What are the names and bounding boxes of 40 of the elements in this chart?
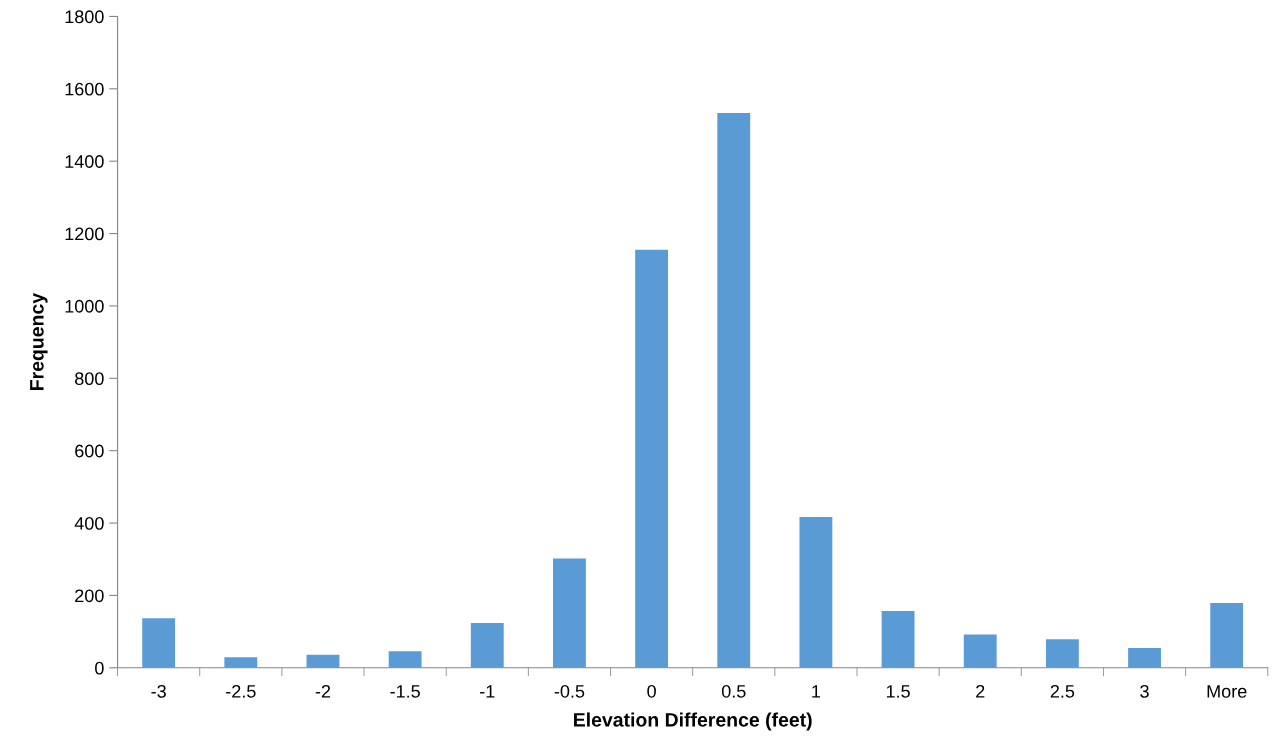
y-tick-label: 400 xyxy=(74,517,104,530)
bar xyxy=(142,618,176,668)
y-tick-label: 1600 xyxy=(65,82,104,96)
y-tick-label: 1800 xyxy=(65,10,104,24)
y-tick-label: 1000 xyxy=(65,299,104,313)
bar xyxy=(470,622,504,668)
bar xyxy=(1045,639,1079,668)
bar xyxy=(1210,603,1244,668)
bar xyxy=(635,249,669,668)
y-tick-label: 200 xyxy=(75,589,104,603)
x-tick-label: -0.5 xyxy=(554,684,585,698)
bar xyxy=(799,516,833,668)
x-tick-label: -2.5 xyxy=(226,684,256,698)
bar xyxy=(388,651,422,668)
x-tick-label: -3 xyxy=(151,684,166,698)
bar xyxy=(553,558,586,668)
x-tick-label: More xyxy=(1207,685,1247,698)
x-tick-label: 2.5 xyxy=(1050,684,1075,698)
x-tick-label: -1.5 xyxy=(390,685,420,698)
bar xyxy=(881,611,915,668)
x-tick-label: -1 xyxy=(480,685,495,698)
bar xyxy=(306,654,340,668)
y-axis-title: Frequency xyxy=(30,293,48,390)
x-axis-title: Elevation Difference (feet) xyxy=(574,712,812,731)
bar xyxy=(1128,647,1161,668)
x-tick-label: 1.5 xyxy=(886,685,910,698)
y-tick-label: 600 xyxy=(75,444,104,458)
bar xyxy=(717,113,751,668)
y-tick-label: 1400 xyxy=(65,155,104,168)
y-tick-label: 800 xyxy=(75,372,104,386)
x-tick-label: 0 xyxy=(647,684,656,698)
bar xyxy=(224,657,258,668)
y-tick-label: 0 xyxy=(95,661,104,675)
x-tick-label: 2 xyxy=(976,684,985,698)
x-tick-label: -2 xyxy=(315,684,331,698)
y-tick-label: 1200 xyxy=(65,227,104,241)
bar xyxy=(963,634,997,668)
x-tick-label: 0.5 xyxy=(721,684,746,698)
x-tick-label: 3 xyxy=(1140,684,1149,698)
x-tick-label: 1 xyxy=(812,685,821,698)
